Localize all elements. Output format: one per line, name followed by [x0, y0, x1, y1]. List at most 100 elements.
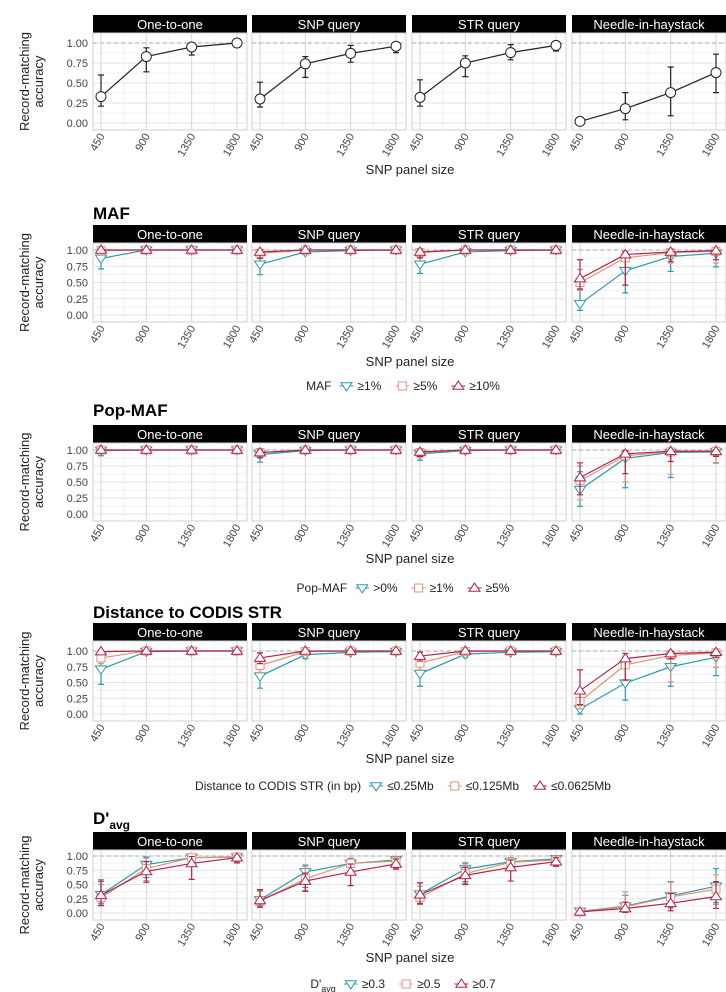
facet-str-query: STR query 450 900 1350 1800 [407, 15, 567, 159]
y-axis-label-line1: Record-matching [17, 32, 32, 131]
x-tick-label: 1350 [335, 132, 358, 159]
x-tick-label: 450 [88, 132, 108, 154]
facet-strip [93, 623, 247, 641]
data-point [550, 39, 562, 51]
legend-label: ≥5% [486, 581, 510, 595]
facet-snp-query: SNP query 450 900 1350 1800 [247, 832, 407, 949]
x-tick-label: 1350 [655, 922, 678, 949]
facet-strip [412, 425, 566, 443]
plot-area [92, 640, 248, 722]
legend-label: ≥5% [413, 379, 437, 393]
y-axis-label-line2: accuracy [31, 858, 46, 911]
legend-item: ≤0.125Mb [447, 779, 519, 793]
series-≥5% [413, 444, 563, 457]
facet-snp-query: SNP query 450 900 1350 1800 [247, 15, 407, 159]
y-axis-label-line1: Record-matching [17, 632, 32, 731]
x-tick-label: 900 [133, 922, 153, 944]
data-point [458, 645, 472, 655]
data-point [298, 244, 312, 254]
y-tick-label: 1.00 [67, 851, 88, 863]
up-triangle-icon [451, 380, 465, 390]
facet-strip-label: STR query [458, 834, 521, 849]
data-point [709, 646, 723, 657]
facet-one-to-one: One-to-one 450 900 1350 1800 [88, 623, 248, 750]
x-tick-label: 450 [247, 523, 267, 545]
series-accuracy [574, 53, 722, 127]
data-point [413, 446, 427, 456]
data-point [573, 300, 587, 310]
facet-snp-query: SNP query 450 900 1350 1800 [247, 425, 407, 550]
x-tick-label: 900 [292, 324, 312, 346]
series-line [419, 650, 556, 657]
series-line [100, 857, 238, 896]
data-point [253, 894, 267, 905]
x-tick-label: 900 [292, 922, 312, 944]
data-point [344, 444, 358, 454]
data-point [94, 244, 108, 254]
facet-str-query: STR query 450 900 1350 1800 [407, 832, 567, 949]
data-point [618, 248, 632, 259]
series-line [419, 44, 557, 98]
data-point [253, 246, 267, 256]
x-tick-label: 1350 [176, 723, 199, 750]
y-axis-label-line1: Record-matching [17, 233, 32, 332]
data-point [458, 444, 472, 454]
series-line [100, 42, 238, 98]
y-axis-label-line2: accuracy [31, 256, 46, 309]
x-tick-label: 1800 [380, 132, 403, 159]
up-triangle-icon [468, 582, 481, 592]
square-icon [397, 381, 407, 391]
data-point [139, 444, 153, 454]
data-point [344, 866, 358, 876]
x-tick-label: 1800 [540, 324, 563, 351]
x-tick-label: 900 [612, 723, 632, 745]
x-tick-label: 450 [247, 723, 267, 745]
legend-label: ≥0.3 [362, 977, 386, 991]
y-tick-label: 1.00 [67, 646, 88, 658]
x-tick-label: 900 [452, 723, 472, 745]
x-tick-label: 1350 [495, 324, 518, 351]
plot-area [571, 32, 726, 131]
legend-item: ≥10% [451, 379, 500, 393]
x-tick-label: 450 [407, 132, 427, 154]
facet-str-query: STR query 450 900 1350 1800 [407, 425, 567, 550]
data-point [573, 906, 587, 916]
y-axis-label: Record-matchingaccuracy [17, 32, 46, 131]
panel-title: D'avg [93, 809, 130, 832]
legend-label: ≥0.7 [472, 977, 496, 991]
data-point [504, 861, 518, 872]
data-point [549, 444, 563, 454]
y-tick-label: 0.50 [67, 477, 88, 489]
data-point [185, 444, 199, 454]
y-tick-label: 0.75 [67, 662, 88, 674]
data-point [573, 684, 587, 695]
facet-strip [412, 832, 566, 850]
series-≥5% [573, 445, 723, 496]
x-tick-label: 1350 [495, 723, 518, 750]
facet-strip-label: One-to-one [137, 834, 203, 849]
series-accuracy [254, 40, 402, 108]
facet-one-to-one: One-to-one 450 900 1350 1800 [88, 225, 248, 351]
legend-title: D'avg [310, 977, 335, 992]
y-tick-label: 0.50 [67, 880, 88, 892]
facet-one-to-one: One-to-one 450 900 1350 1800 [88, 15, 248, 159]
data-point [549, 855, 563, 866]
series-≤0.0625Mb [253, 645, 403, 665]
x-tick-label: 1800 [380, 324, 403, 351]
legend-item: ≥1% [411, 581, 454, 595]
panel-title-subscript: avg [109, 818, 130, 832]
data-point [344, 244, 358, 254]
series-line [579, 252, 717, 305]
series-line [579, 451, 717, 491]
facet-needle-in-haystack: Needle-in-haystack 450 900 1350 1800 [567, 425, 726, 550]
x-tick-label: 1800 [221, 723, 244, 750]
x-tick-label: 1350 [335, 723, 358, 750]
data-point [458, 869, 472, 880]
data-point [253, 652, 267, 662]
x-tick-label: 900 [133, 723, 153, 745]
data-point [298, 444, 312, 454]
data-point [389, 444, 403, 454]
series-line [579, 651, 717, 692]
data-point [413, 260, 427, 271]
x-tick-label: 1350 [495, 922, 518, 949]
